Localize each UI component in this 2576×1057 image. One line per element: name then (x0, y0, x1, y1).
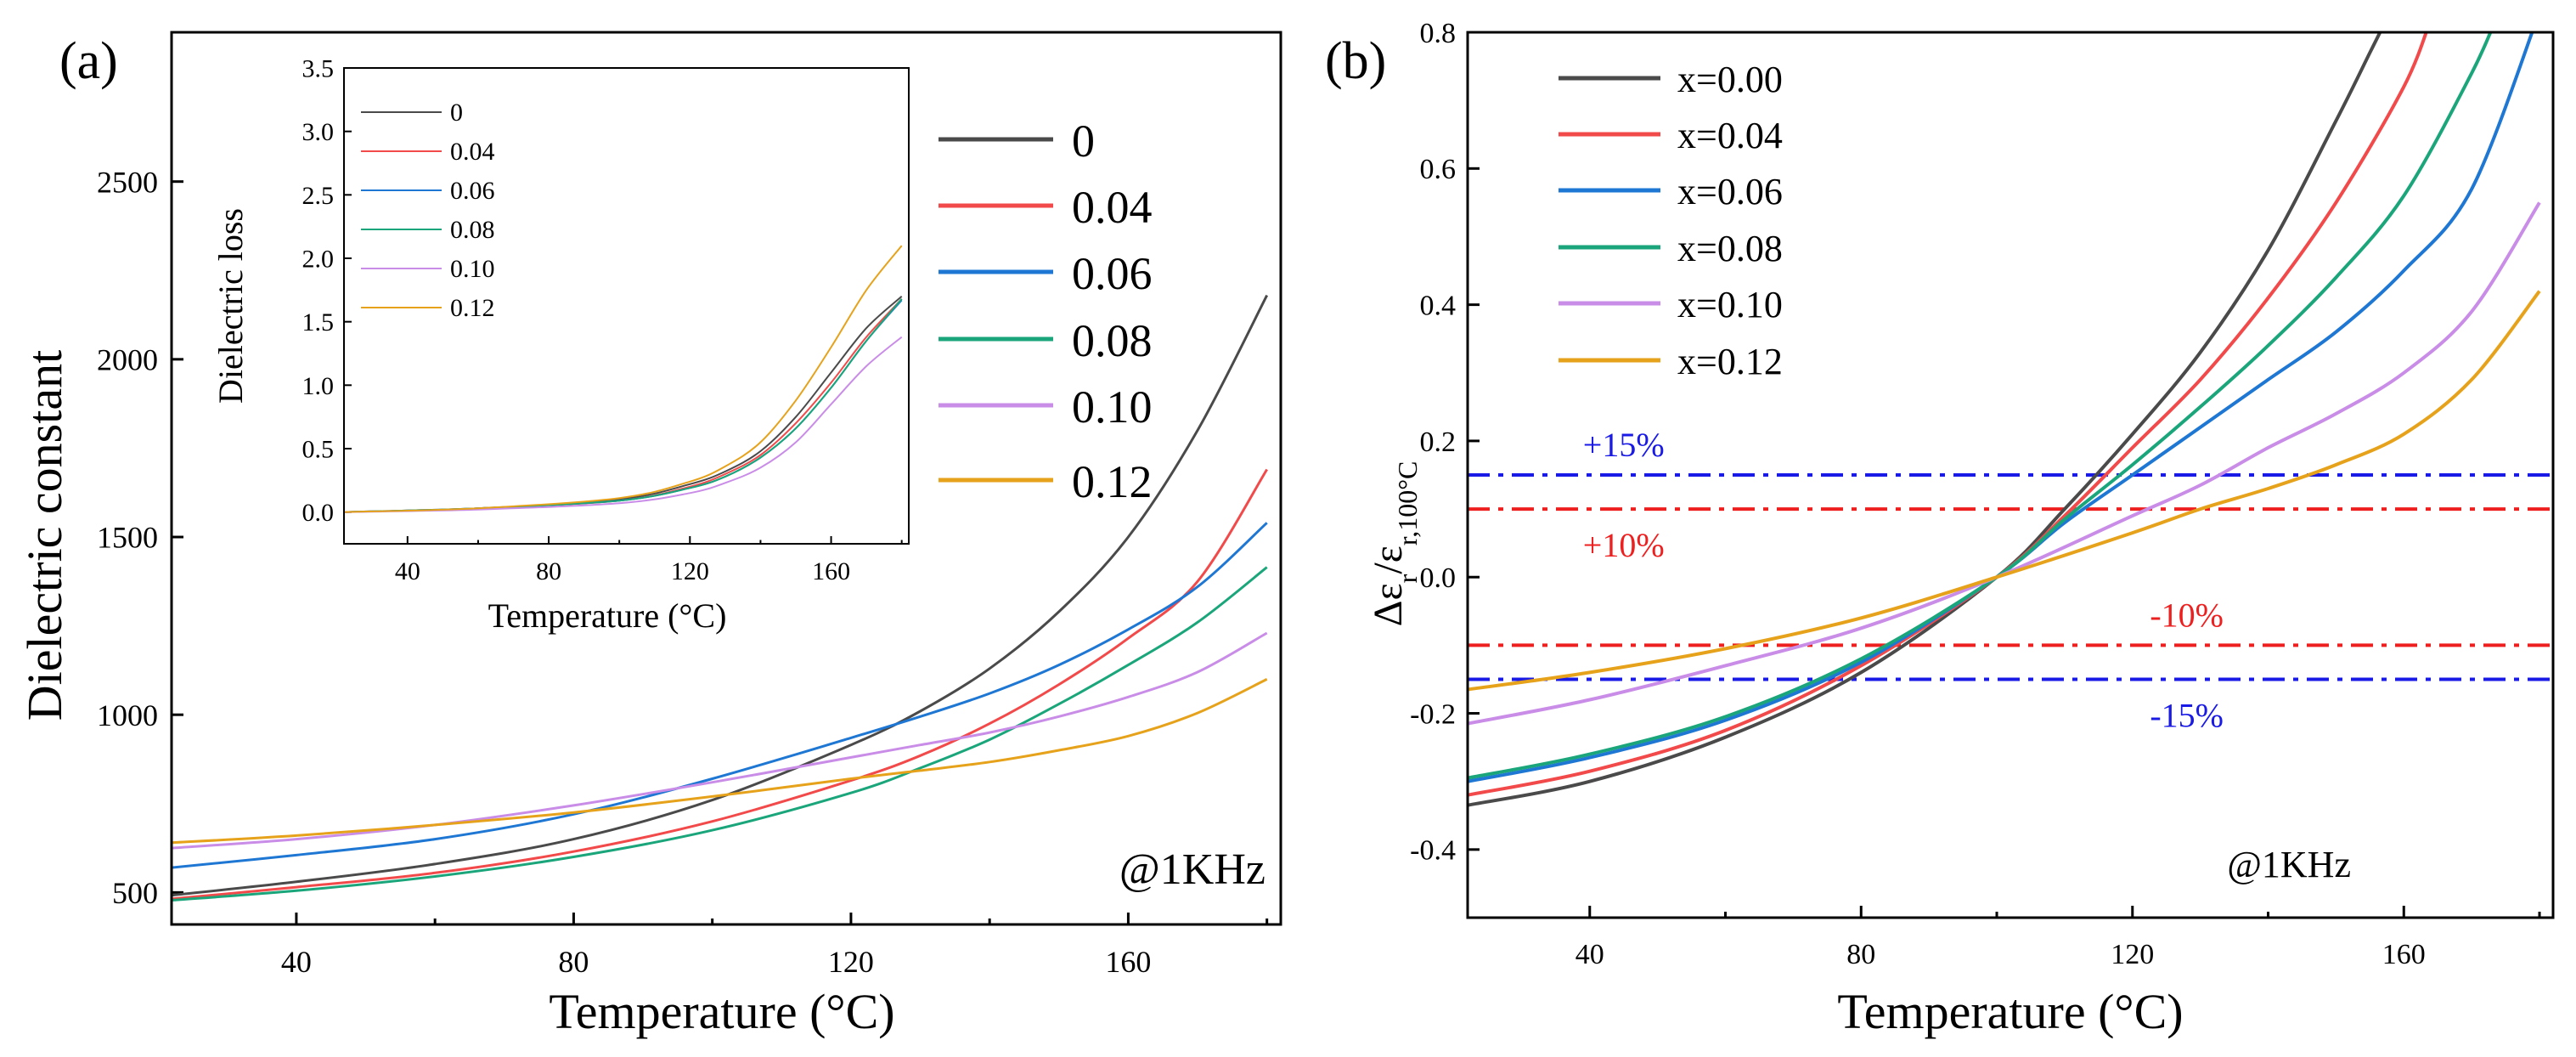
panel-b-ylabel: Δεr/εr,100°C (1366, 461, 1423, 627)
x-tick-label-160: 160 (2382, 939, 2426, 970)
x-tick-label-40: 40 (395, 557, 420, 585)
legend-label-0.12: 0.12 (1072, 456, 1153, 507)
panel-b-xlabel: Temperature (°C) (1837, 984, 2183, 1039)
x-tick-label-40: 40 (281, 945, 312, 979)
series-x=0.04 (1468, 32, 2428, 797)
inset-legend: 0 0.04 0.06 0.08 0.10 0.12 (361, 99, 495, 322)
inset-legend-label-0.10: 0.10 (450, 255, 495, 283)
y-tick-label-0.2: 0.2 (1420, 427, 1457, 458)
inset-series (344, 245, 903, 513)
series-x=0.12 (1468, 290, 2541, 692)
legend-label-0.06: 0.06 (1072, 248, 1153, 299)
inset-ylabel: Dielectric loss (211, 208, 250, 404)
inset-legend-label-0.12: 0.12 (450, 294, 495, 322)
x-tick-label-120: 120 (828, 945, 874, 979)
panel-b-annotation: @1KHz (2227, 844, 2351, 885)
y-tick-label-0.5: 0.5 (302, 436, 335, 464)
panel-a-ticks: 40 80 120 160 500 1000 1500 2000 2500 (97, 165, 1269, 979)
panel-b-reference-lines: +15% +10% -10% -15% (1468, 426, 2553, 734)
panel-b-legend: x=0.00 x=0.04 x=0.06 x=0.08 x=0.10 x=0.1… (1559, 59, 1783, 382)
panel-a-frame (170, 31, 1282, 926)
series-0.06 (172, 522, 1268, 869)
legend-label-x0.10: x=0.10 (1677, 284, 1783, 325)
y-tick-label-0.8: 0.8 (1420, 18, 1457, 49)
series-x=0.10 (1468, 201, 2541, 726)
x-tick-label-120: 120 (671, 557, 709, 585)
series-0.12 (344, 245, 903, 513)
legend-label-0.08: 0.08 (1072, 315, 1153, 366)
series-0.08 (172, 566, 1268, 902)
panel-a: (a) Dielectric constant Temperature (°C)… (17, 31, 1282, 1039)
legend-label-x0.04: x=0.04 (1677, 115, 1783, 156)
y-tick-label-2000: 2000 (97, 342, 158, 376)
inset-legend-label-0.06: 0.06 (450, 177, 495, 205)
panel-a-annotation: @1KHz (1119, 845, 1265, 894)
panel-b-label: (b) (1325, 32, 1386, 90)
y-tick-label-0.4: 0.4 (1420, 291, 1457, 322)
x-tick-label-80: 80 (1846, 939, 1875, 970)
panel-a-series (172, 294, 1269, 902)
inset-legend-label-0.08: 0.08 (450, 216, 495, 244)
panel-b: (b) Δεr/εr,100°C Temperature (°C) 40 80 12… (1325, 18, 2555, 1039)
panel-a-xlabel: Temperature (°C) (549, 984, 894, 1039)
reference-label--10%: -10% (2150, 596, 2224, 634)
inset-frame (343, 67, 910, 545)
legend-label-x0.08: x=0.08 (1677, 228, 1783, 269)
y-tick-label-1.5: 1.5 (302, 308, 335, 336)
inset-xlabel: Temperature (°C) (488, 596, 727, 635)
inset-legend-label-0: 0 (450, 99, 463, 127)
y-tick-label-0.6: 0.6 (1420, 154, 1457, 185)
reference-label-+15%: +15% (1583, 426, 1665, 464)
y-tick-label--0.4: -0.4 (1410, 835, 1456, 867)
inset-legend-label-0.04: 0.04 (450, 138, 495, 166)
y-tick-label-3.5: 3.5 (302, 55, 335, 83)
x-tick-label-80: 80 (558, 945, 589, 979)
y-tick-label-3: 3.0 (302, 118, 335, 146)
series-0.10 (172, 631, 1268, 850)
legend-label-x0.00: x=0.00 (1677, 59, 1783, 100)
y-tick-label-2.5: 2.5 (302, 182, 335, 210)
y-tick-label-1500: 1500 (97, 521, 158, 555)
y-tick-label-2: 2.0 (302, 246, 335, 274)
panel-b-ticks: 40 80 120 160 -0.4 -0.2 0.0 0.2 0.4 0.6 0.8 (1410, 18, 2541, 970)
legend-label-0.04: 0.04 (1072, 182, 1153, 233)
y-tick-label-2500: 2500 (97, 165, 158, 199)
legend-label-x0.06: x=0.06 (1677, 171, 1783, 212)
y-tick-label-0: 0.0 (1420, 562, 1457, 594)
y-tick-label-1000: 1000 (97, 698, 158, 732)
series-x=0.00 (1468, 32, 2382, 807)
x-tick-label-160: 160 (812, 557, 850, 585)
x-tick-label-40: 40 (1575, 939, 1604, 970)
x-tick-label-80: 80 (536, 557, 561, 585)
panel-a-ylabel: Dielectric constant (17, 350, 72, 721)
y-tick-label-0: 0.0 (302, 499, 335, 527)
series-x=0.08 (1468, 32, 2493, 780)
panel-a-legend: 0 0.04 0.06 0.08 0.10 0.12 (939, 116, 1153, 507)
panel-b-series (1468, 32, 2541, 807)
inset-background (344, 68, 909, 544)
reference-label-+10%: +10% (1583, 526, 1665, 564)
series-0.04 (172, 468, 1268, 901)
reference-label--15%: -15% (2150, 696, 2224, 734)
x-tick-label-160: 160 (1105, 945, 1151, 979)
panel-a-inset: 40 80 120 160 0.0 0.5 1.0 1.5 2.0 2.5 3.0 3.5 Diele… (211, 55, 910, 635)
y-tick-label-500: 500 (112, 876, 158, 910)
series-0 (172, 294, 1269, 897)
legend-label-0: 0 (1072, 116, 1095, 167)
legend-label-x0.12: x=0.12 (1677, 341, 1783, 382)
series-x=0.06 (1468, 32, 2534, 783)
y-tick-label--0.2: -0.2 (1410, 698, 1456, 730)
series-0.12 (172, 678, 1268, 845)
panel-a-label: (a) (59, 32, 118, 90)
panel-b-frame (1466, 31, 2555, 919)
legend-label-0.10: 0.10 (1072, 382, 1153, 432)
x-tick-label-120: 120 (2111, 939, 2154, 970)
series-0.10 (344, 336, 903, 513)
y-tick-label-1: 1.0 (302, 372, 335, 400)
